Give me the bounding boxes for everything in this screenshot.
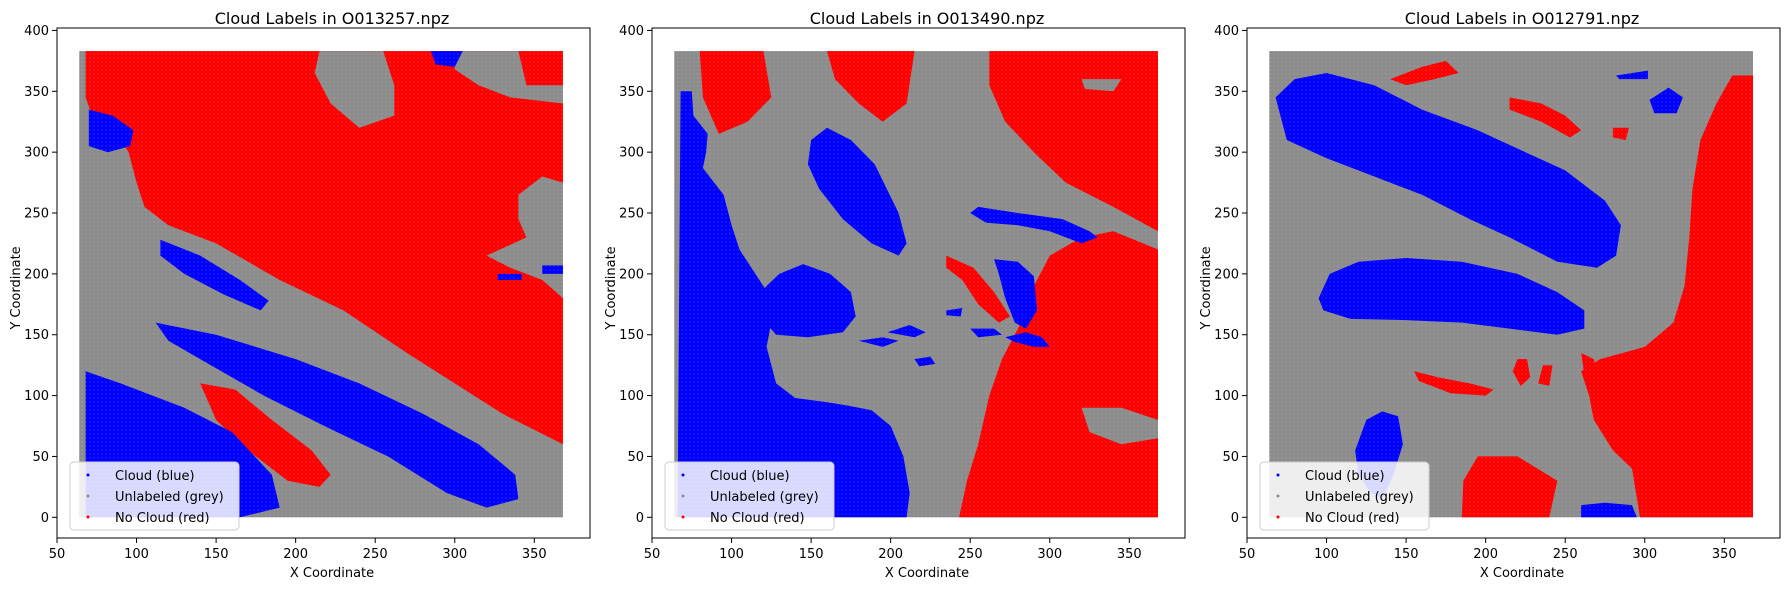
x-tick-label: 300 bbox=[442, 547, 467, 562]
subplot-3: Cloud Labels in O012791.npz X Coordinate… bbox=[1199, 9, 1781, 581]
subplot-1: Cloud Labels in O013257.npz X Coordinate… bbox=[9, 9, 591, 581]
y-tick-label: 200 bbox=[24, 267, 49, 282]
x-tick-label: 200 bbox=[1473, 547, 1498, 562]
y-tick-label: 200 bbox=[619, 267, 644, 282]
legend-box bbox=[664, 461, 835, 531]
legend-label-unlabeled: Unlabeled (grey) bbox=[1305, 490, 1414, 505]
subplot-title: Cloud Labels in O013257.npz bbox=[215, 9, 450, 28]
x-tick-label: 300 bbox=[1632, 547, 1657, 562]
x-tick-label: 300 bbox=[1037, 547, 1062, 562]
x-tick-label: 250 bbox=[958, 547, 983, 562]
legend-label-no-cloud: No Cloud (red) bbox=[1305, 511, 1400, 526]
legend-box bbox=[1259, 461, 1430, 531]
legend-marker-unlabeled bbox=[681, 494, 685, 498]
legend-label-cloud: Cloud (blue) bbox=[1305, 469, 1385, 484]
y-tick-label: 300 bbox=[24, 146, 49, 161]
y-tick-label: 400 bbox=[619, 24, 644, 39]
x-tick-label: 100 bbox=[124, 547, 149, 562]
y-tick-label: 350 bbox=[24, 85, 49, 100]
legend-label-no-cloud: No Cloud (red) bbox=[710, 511, 805, 526]
y-tick-label: 100 bbox=[619, 389, 644, 404]
x-tick-label: 350 bbox=[1117, 547, 1142, 562]
y-tick-label: 300 bbox=[619, 146, 644, 161]
x-tick-label: 250 bbox=[1553, 547, 1578, 562]
y-tick-label: 150 bbox=[619, 328, 644, 343]
y-tick-label: 0 bbox=[41, 511, 49, 526]
subplot-title: Cloud Labels in O012791.npz bbox=[1405, 9, 1640, 28]
legend-label-no-cloud: No Cloud (red) bbox=[115, 511, 210, 526]
legend: Cloud (blue) Unlabeled (grey) No Cloud (… bbox=[664, 461, 835, 531]
axes-frame bbox=[1246, 27, 1781, 539]
x-tick-label: 150 bbox=[799, 547, 824, 562]
legend-marker-unlabeled bbox=[1276, 494, 1280, 498]
y-tick-label: 250 bbox=[619, 207, 644, 222]
x-tick-label: 50 bbox=[644, 547, 661, 562]
y-tick-label: 350 bbox=[619, 85, 644, 100]
y-axis-label: Y Coordinate bbox=[604, 246, 619, 330]
legend-marker-no-cloud bbox=[1276, 515, 1280, 519]
x-tick-label: 50 bbox=[49, 547, 66, 562]
y-tick-label: 250 bbox=[1214, 207, 1239, 222]
x-tick-label: 150 bbox=[204, 547, 229, 562]
subplot-2: Cloud Labels in O013490.npz X Coordinate… bbox=[604, 9, 1186, 581]
y-tick-label: 400 bbox=[1214, 24, 1239, 39]
legend-marker-unlabeled bbox=[86, 494, 90, 498]
legend-marker-cloud bbox=[681, 473, 685, 477]
x-tick-label: 50 bbox=[1239, 547, 1256, 562]
x-axis-label: X Coordinate bbox=[1480, 566, 1564, 581]
y-tick-label: 0 bbox=[1231, 511, 1239, 526]
legend-label-cloud: Cloud (blue) bbox=[710, 469, 790, 484]
y-tick-label: 150 bbox=[1214, 328, 1239, 343]
x-tick-label: 100 bbox=[719, 547, 744, 562]
y-tick-label: 350 bbox=[1214, 85, 1239, 100]
y-axis-label: Y Coordinate bbox=[9, 246, 24, 330]
x-tick-label: 250 bbox=[363, 547, 388, 562]
x-tick-label: 200 bbox=[283, 547, 308, 562]
legend: Cloud (blue) Unlabeled (grey) No Cloud (… bbox=[69, 461, 240, 531]
y-tick-label: 100 bbox=[24, 389, 49, 404]
y-axis-label: Y Coordinate bbox=[1199, 246, 1214, 330]
scatter-texture bbox=[79, 51, 563, 518]
scatter-texture bbox=[674, 51, 1158, 518]
axes-frame bbox=[56, 27, 591, 539]
x-axis-label: X Coordinate bbox=[290, 566, 374, 581]
y-tick-label: 400 bbox=[24, 24, 49, 39]
y-tick-label: 50 bbox=[627, 450, 644, 465]
x-tick-label: 350 bbox=[1712, 547, 1737, 562]
y-tick-label: 0 bbox=[636, 511, 644, 526]
y-tick-label: 250 bbox=[24, 207, 49, 222]
x-axis-label: X Coordinate bbox=[885, 566, 969, 581]
legend-label-cloud: Cloud (blue) bbox=[115, 469, 195, 484]
y-tick-label: 50 bbox=[32, 450, 49, 465]
legend-label-unlabeled: Unlabeled (grey) bbox=[115, 490, 224, 505]
y-tick-label: 150 bbox=[24, 328, 49, 343]
legend-marker-no-cloud bbox=[681, 515, 685, 519]
y-tick-label: 50 bbox=[1222, 450, 1239, 465]
legend-box bbox=[69, 461, 240, 531]
x-tick-label: 350 bbox=[522, 547, 547, 562]
axes-frame bbox=[651, 27, 1186, 539]
legend-marker-cloud bbox=[86, 473, 90, 477]
x-tick-label: 150 bbox=[1394, 547, 1419, 562]
legend-marker-cloud bbox=[1276, 473, 1280, 477]
y-tick-label: 100 bbox=[1214, 389, 1239, 404]
subplot-title: Cloud Labels in O013490.npz bbox=[810, 9, 1045, 28]
legend-label-unlabeled: Unlabeled (grey) bbox=[710, 490, 819, 505]
x-tick-label: 100 bbox=[1314, 547, 1339, 562]
legend-marker-no-cloud bbox=[86, 515, 90, 519]
scatter-texture bbox=[1269, 51, 1753, 518]
y-tick-label: 300 bbox=[1214, 146, 1239, 161]
x-tick-label: 200 bbox=[878, 547, 903, 562]
legend: Cloud (blue) Unlabeled (grey) No Cloud (… bbox=[1259, 461, 1430, 531]
y-tick-label: 200 bbox=[1214, 267, 1239, 282]
